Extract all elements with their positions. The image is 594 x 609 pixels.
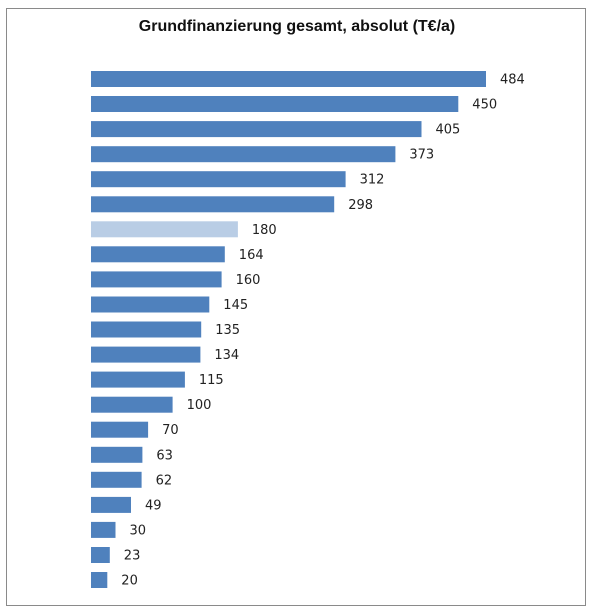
- bar-9: [91, 271, 222, 288]
- data-label-13: 115: [199, 373, 224, 388]
- data-label-9: 160: [236, 273, 261, 288]
- data-label-11: 135: [215, 323, 240, 338]
- bar-14: [91, 396, 173, 413]
- bar-21: [91, 572, 108, 588]
- data-label-3: 405: [436, 123, 461, 138]
- bar-8: [91, 246, 225, 263]
- bar-6: [91, 196, 335, 213]
- data-label-16: 63: [156, 448, 173, 463]
- bar-2: [91, 96, 459, 112]
- data-label-19: 30: [130, 523, 147, 538]
- data-label-18: 49: [145, 498, 162, 513]
- data-label-12: 134: [214, 348, 239, 363]
- data-label-20: 23: [124, 549, 141, 564]
- bar-15: [91, 421, 149, 438]
- bar-4: [91, 146, 396, 163]
- bar-12: [91, 346, 201, 363]
- bar-13: [91, 371, 185, 388]
- data-label-14: 100: [187, 398, 212, 413]
- bar-16: [91, 446, 143, 463]
- data-label-1: 484: [500, 73, 525, 88]
- bar-18: [91, 496, 131, 513]
- data-label-4: 373: [409, 148, 434, 163]
- data-label-17: 62: [156, 473, 173, 488]
- bar-3: [91, 121, 422, 138]
- data-label-15: 70: [162, 423, 179, 438]
- bar-20: [91, 547, 110, 563]
- data-label-10: 145: [223, 298, 248, 313]
- data-label-8: 164: [239, 248, 264, 263]
- bar-7: [91, 221, 238, 238]
- data-label-5: 312: [360, 173, 385, 188]
- bar-17: [91, 471, 142, 488]
- data-label-7: 180: [252, 223, 277, 238]
- bar-5: [91, 171, 346, 188]
- bar-19: [91, 521, 116, 538]
- bar-10: [91, 296, 210, 313]
- data-label-6: 298: [348, 198, 373, 213]
- bar-11: [91, 321, 202, 338]
- data-label-21: 20: [121, 574, 138, 589]
- bar-1: [91, 71, 486, 87]
- chart-title: Grundfinanzierung gesamt, absolut (T€/a): [138, 18, 456, 35]
- data-label-2: 450: [472, 98, 497, 113]
